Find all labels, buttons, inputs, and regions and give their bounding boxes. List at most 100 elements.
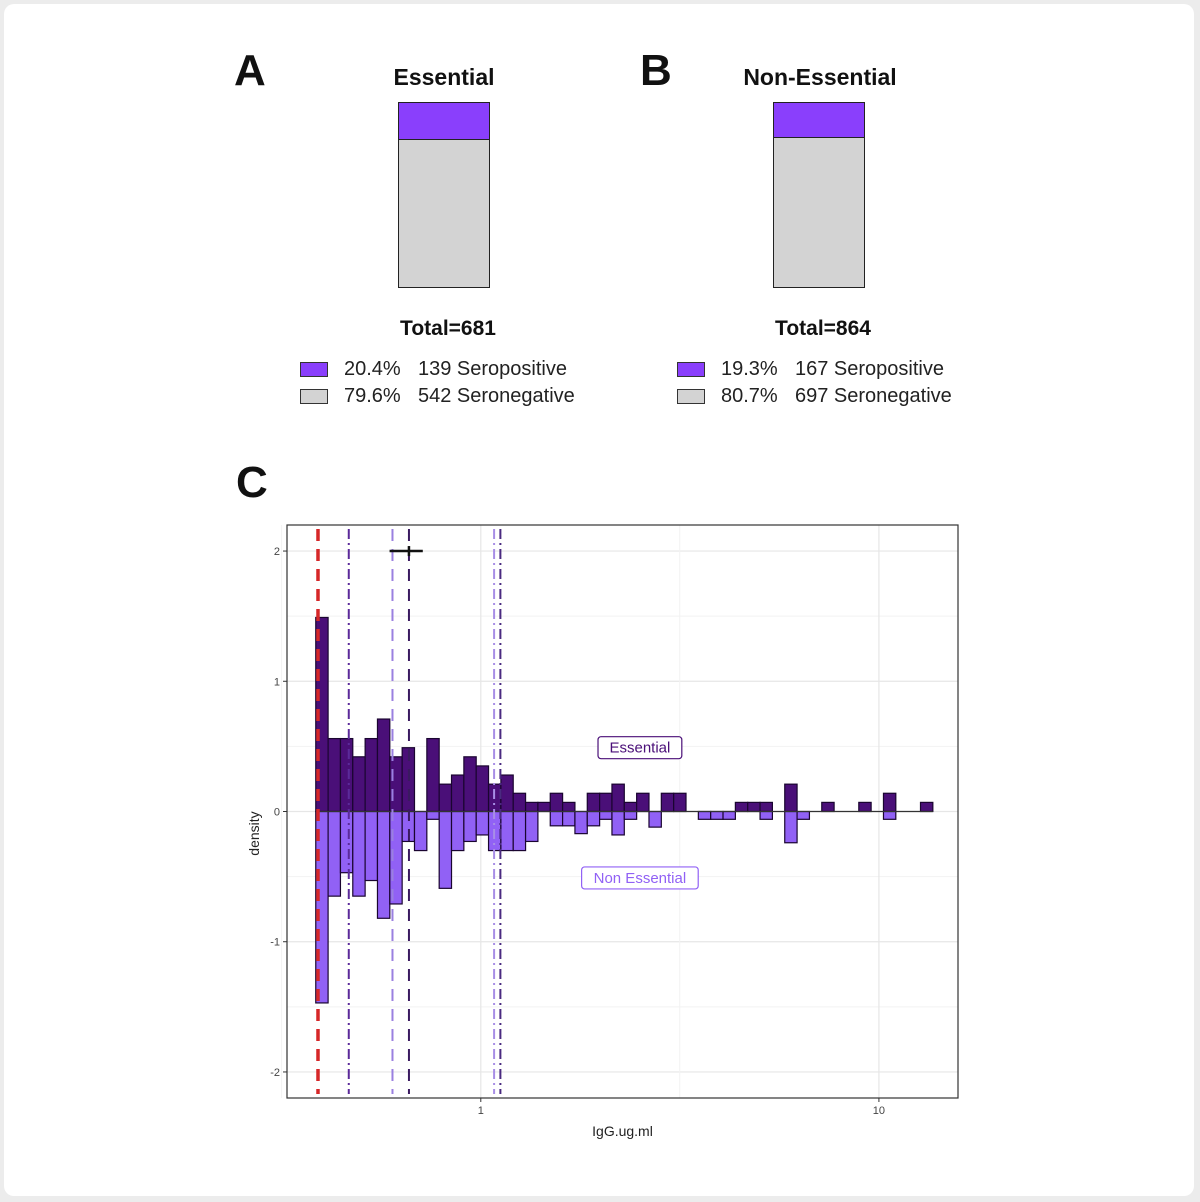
non-essential-bar	[561, 810, 576, 827]
legend-text: 542 Seronegative	[418, 385, 575, 407]
annotation-label: Non Essential	[594, 870, 687, 887]
non-essential-bar	[722, 810, 736, 820]
essential-bar	[376, 718, 391, 813]
legend-text: 697 Seronegative	[795, 385, 952, 407]
figure: A Essential Total=681 20.4% 139 Seroposit…	[4, 4, 1194, 1196]
non-essential-bar	[376, 810, 391, 919]
non-essential-bar	[500, 810, 514, 852]
panel-b-legend: 19.3% 167 Seropositive 80.7% 697 Seronegat…	[677, 356, 952, 410]
panel-c-letter: C	[236, 458, 268, 507]
seronegative-segment	[774, 138, 864, 287]
essential-bar	[660, 792, 675, 813]
essential-bar	[784, 783, 798, 813]
essential-bar	[475, 765, 490, 813]
seronegative-swatch	[677, 389, 705, 404]
legend-pct: 79.6%	[344, 385, 401, 407]
non-essential-bar	[475, 810, 490, 836]
essential-bar	[389, 756, 403, 813]
seropositive-segment	[399, 103, 489, 141]
non-essential-bar	[327, 810, 342, 897]
essential-bar	[339, 737, 354, 813]
non-essential-bar	[574, 810, 588, 835]
non-essential-bar	[512, 810, 527, 852]
non-essential-bar	[549, 810, 564, 827]
essential-bar	[438, 783, 453, 813]
essential-bar	[524, 801, 539, 813]
x-tick-label: 10	[873, 1105, 885, 1117]
essential-bar	[327, 737, 342, 813]
essential-bar	[549, 792, 564, 813]
essential-bar	[747, 801, 761, 813]
non-essential-bar	[648, 810, 662, 828]
legend-text: 167 Seropositive	[795, 358, 944, 380]
non-essential-bar	[413, 810, 428, 852]
non-essential-bar	[352, 810, 366, 897]
seronegative-swatch	[300, 389, 328, 404]
non-essential-bar	[599, 810, 613, 820]
essential-bar	[586, 792, 601, 813]
non-essential-bar	[586, 810, 601, 827]
non-essential-bar	[882, 810, 897, 820]
essential-bar	[673, 792, 687, 813]
essential-bar	[611, 783, 625, 813]
essential-bar	[364, 737, 379, 813]
y-tick-label: 0	[274, 807, 280, 819]
non-essential-bar	[426, 810, 440, 820]
essential-bar	[882, 792, 897, 813]
non-essential-bar	[623, 810, 638, 820]
legend-pct: 19.3%	[721, 358, 778, 380]
essential-bar	[450, 774, 465, 813]
non-essential-bar	[524, 810, 539, 843]
legend-text: 139 Seropositive	[418, 358, 567, 380]
essential-bar	[821, 801, 835, 813]
essential-bar	[561, 801, 576, 813]
essential-bar	[537, 801, 551, 813]
essential-bar	[512, 792, 527, 813]
annotation-box	[581, 866, 699, 890]
essential-bar	[919, 801, 934, 813]
essential-bar	[599, 792, 613, 813]
panel-a-stacked-bar	[398, 102, 490, 288]
essential-bar	[734, 801, 749, 813]
x-tick-label: 1	[478, 1105, 484, 1117]
non-essential-bar	[438, 810, 453, 889]
panel-b-letter: B	[640, 46, 672, 95]
y-axis-label: density	[246, 811, 262, 855]
panel-a-total: Total=681	[400, 317, 496, 340]
panel-a-title: Essential	[393, 64, 495, 90]
non-essential-bar	[463, 810, 477, 843]
non-essential-bar	[450, 810, 465, 852]
essential-bar	[636, 792, 650, 813]
non-essential-bar	[759, 810, 773, 820]
seropositive-swatch	[677, 362, 705, 377]
legend-pct: 20.4%	[344, 358, 401, 380]
non-essential-bar	[796, 810, 811, 820]
non-essential-bar	[710, 810, 724, 820]
y-tick-label: 2	[274, 546, 280, 558]
non-essential-bar	[697, 810, 712, 820]
annotation-label: Essential	[609, 740, 670, 757]
seropositive-segment	[774, 103, 864, 139]
panel-b-title: Non-Essential	[743, 64, 897, 90]
panel-a-legend: 20.4% 139 Seropositive 79.6% 542 Seronegat…	[300, 356, 575, 410]
essential-bar	[759, 801, 773, 813]
essential-bar	[463, 756, 477, 813]
x-axis-label: IgG.ug.ml	[592, 1123, 653, 1139]
annotation-box	[597, 736, 683, 760]
panel-a-letter: A	[234, 46, 266, 95]
seronegative-segment	[399, 140, 489, 287]
non-essential-bar	[784, 810, 798, 844]
non-essential-bar	[364, 810, 379, 882]
essential-bar	[623, 801, 638, 813]
non-essential-bar	[611, 810, 625, 836]
essential-bar	[858, 801, 872, 813]
essential-bar	[500, 774, 514, 813]
seropositive-swatch	[300, 362, 328, 377]
non-essential-bar	[339, 810, 354, 874]
panel-b-stacked-bar	[773, 102, 865, 288]
y-tick-label: 1	[274, 676, 280, 688]
legend-pct: 80.7%	[721, 385, 778, 407]
panel-b-total: Total=864	[775, 317, 871, 340]
y-tick-label: -1	[270, 937, 280, 949]
